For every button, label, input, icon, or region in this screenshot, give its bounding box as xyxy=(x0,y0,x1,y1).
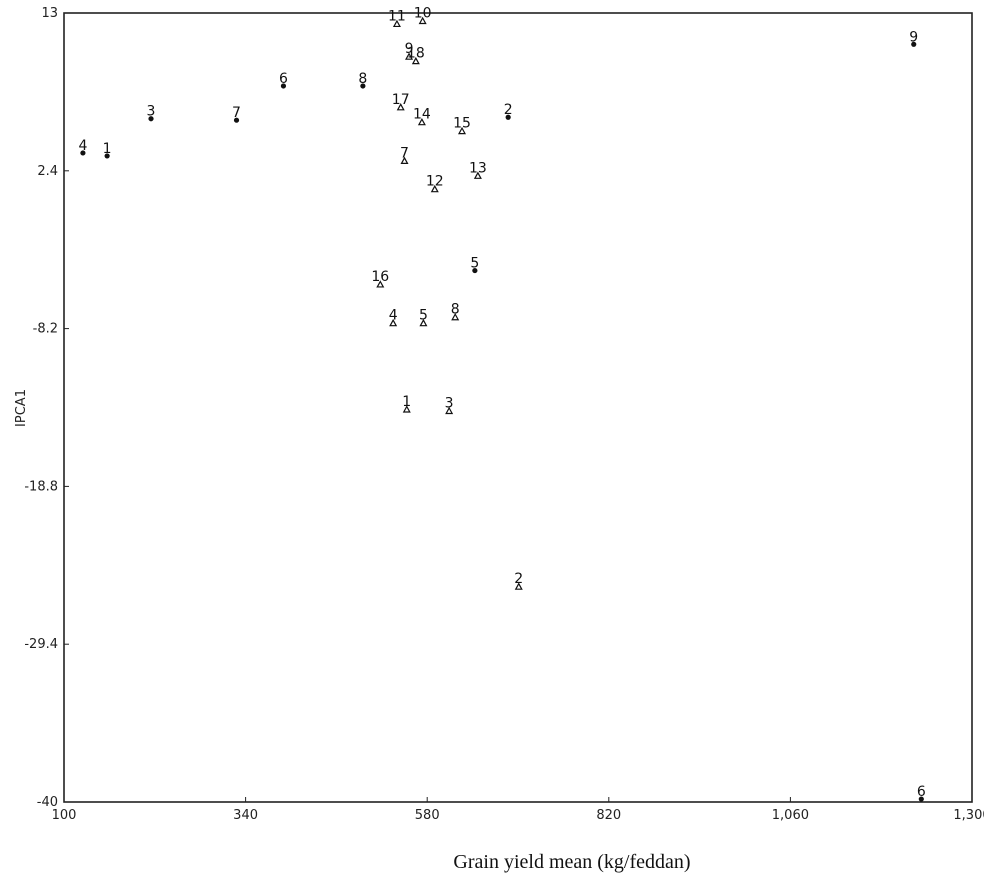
x-axis-label: Grain yield mean (kg/feddan) xyxy=(453,851,690,873)
point-marker-triangle xyxy=(457,126,467,135)
point-marker-circle xyxy=(148,116,154,122)
x-tick-label: 100 xyxy=(52,808,77,823)
point-label: 18 xyxy=(407,46,425,62)
point-label: 16 xyxy=(371,269,389,285)
x-tick-label: 820 xyxy=(596,808,621,823)
x-tick-label: 1,300 xyxy=(953,808,984,823)
point-marker-triangle xyxy=(419,318,428,327)
plot-frame xyxy=(63,12,973,803)
point-marker-triangle xyxy=(411,56,420,65)
point-label: 2 xyxy=(514,571,523,587)
point-marker-triangle xyxy=(473,171,482,179)
point-label: 7 xyxy=(232,105,241,121)
point-label: 10 xyxy=(414,5,432,21)
point-label: 1 xyxy=(402,394,411,410)
point-marker-circle xyxy=(280,83,287,89)
point-marker-triangle xyxy=(376,280,385,288)
point-label: 8 xyxy=(451,302,460,318)
point-label: 3 xyxy=(445,396,454,412)
point-marker-triangle xyxy=(451,312,460,321)
y-tick-label: -18.8 xyxy=(24,479,58,494)
point-label: 15 xyxy=(453,116,471,132)
point-marker-triangle xyxy=(400,156,409,165)
point-marker-triangle xyxy=(430,184,439,193)
point-label: 6 xyxy=(279,71,288,87)
point-label: 5 xyxy=(470,256,479,272)
point-marker-circle xyxy=(360,83,366,89)
point-label: 3 xyxy=(147,104,156,120)
point-label: 17 xyxy=(392,92,410,108)
point-label: 7 xyxy=(400,145,409,161)
point-label: 11 xyxy=(388,8,406,24)
point-marker-circle xyxy=(472,267,478,274)
point-marker-triangle xyxy=(389,318,398,327)
point-marker-triangle xyxy=(514,582,523,590)
point-marker-circle xyxy=(911,41,917,47)
y-tick-label: 2.4 xyxy=(37,164,58,179)
x-tick-label: 580 xyxy=(415,808,440,823)
point-marker-circle xyxy=(104,153,110,159)
point-label: 6 xyxy=(917,784,926,800)
point-label: 4 xyxy=(78,138,87,154)
x-tick-label: 1,060 xyxy=(772,808,809,823)
y-tick-label: -29.4 xyxy=(24,637,58,652)
point-label: 9 xyxy=(909,29,918,45)
x-tick-label: 340 xyxy=(233,808,258,823)
point-marker-triangle xyxy=(417,117,426,126)
point-label: 5 xyxy=(419,308,428,324)
point-label: 12 xyxy=(426,174,444,190)
point-label: 9 xyxy=(405,41,414,57)
y-axis-ticks: 13 2.4 -8.2 -18.8 -29.4 -40 xyxy=(24,6,69,810)
point-marker-circle xyxy=(80,150,86,156)
point-marker-triangle xyxy=(445,406,454,415)
y-tick-label: -40 xyxy=(37,795,58,810)
point-label: 14 xyxy=(413,107,431,123)
point-marker-triangle xyxy=(402,405,411,413)
point-marker-circle xyxy=(233,117,240,123)
point-label: 8 xyxy=(358,71,367,87)
x-axis-ticks: 100 340 580 820 1,060 1,300 xyxy=(52,797,984,823)
point-label: 1 xyxy=(103,141,112,157)
point-marker-triangle xyxy=(418,16,427,25)
point-label: 4 xyxy=(389,308,398,324)
point-label: 2 xyxy=(504,102,513,118)
point-marker-triangle xyxy=(396,103,405,111)
point-marker-triangle xyxy=(392,19,401,28)
y-tick-label: 13 xyxy=(41,6,58,21)
y-tick-label: -8.2 xyxy=(33,322,58,337)
point-marker-triangle xyxy=(405,52,414,60)
point-marker-circle xyxy=(918,796,924,802)
point-marker-circle xyxy=(505,114,511,120)
y-axis-label: IPCA1 xyxy=(14,389,29,427)
point-label: 13 xyxy=(469,160,487,176)
